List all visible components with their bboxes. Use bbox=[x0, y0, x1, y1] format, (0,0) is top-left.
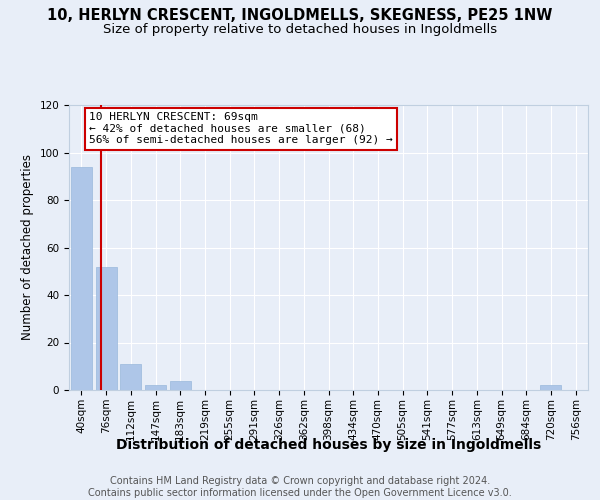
Bar bbox=[170, 380, 191, 390]
Bar bbox=[541, 385, 562, 390]
Text: Size of property relative to detached houses in Ingoldmells: Size of property relative to detached ho… bbox=[103, 22, 497, 36]
Bar bbox=[71, 167, 92, 390]
Bar bbox=[145, 385, 166, 390]
Text: Distribution of detached houses by size in Ingoldmells: Distribution of detached houses by size … bbox=[116, 438, 541, 452]
Text: 10 HERLYN CRESCENT: 69sqm
← 42% of detached houses are smaller (68)
56% of semi-: 10 HERLYN CRESCENT: 69sqm ← 42% of detac… bbox=[89, 112, 393, 146]
Bar bbox=[95, 266, 116, 390]
Bar bbox=[120, 364, 141, 390]
Text: 10, HERLYN CRESCENT, INGOLDMELLS, SKEGNESS, PE25 1NW: 10, HERLYN CRESCENT, INGOLDMELLS, SKEGNE… bbox=[47, 8, 553, 22]
Text: Contains HM Land Registry data © Crown copyright and database right 2024.
Contai: Contains HM Land Registry data © Crown c… bbox=[88, 476, 512, 498]
Y-axis label: Number of detached properties: Number of detached properties bbox=[21, 154, 34, 340]
